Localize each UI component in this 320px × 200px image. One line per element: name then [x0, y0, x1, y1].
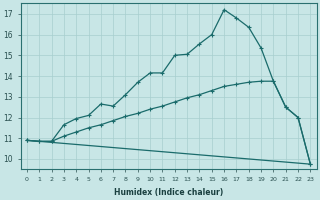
- X-axis label: Humidex (Indice chaleur): Humidex (Indice chaleur): [114, 188, 223, 197]
